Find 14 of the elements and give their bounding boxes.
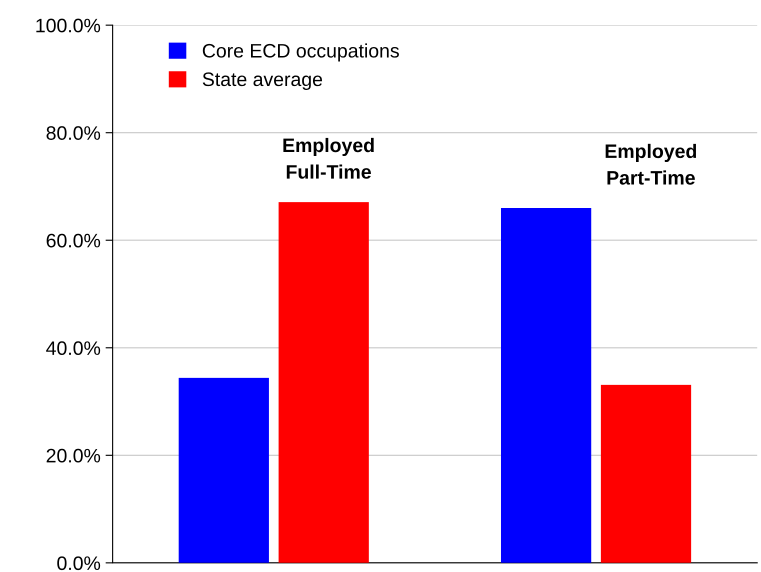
y-tick-label: 40.0% bbox=[46, 341, 100, 356]
bar bbox=[278, 202, 369, 563]
x-tick-label: Employed Part-Time bbox=[606, 144, 696, 185]
bar bbox=[178, 378, 269, 563]
legend-label: Core ECD occupations bbox=[202, 43, 399, 62]
legend-label: State average bbox=[202, 72, 322, 90]
y-tick-label: 100.0% bbox=[36, 18, 100, 32]
x-tick-label: Employed Full-Time bbox=[283, 138, 374, 179]
y-tick-label: 80.0% bbox=[46, 126, 100, 140]
bar bbox=[600, 384, 692, 563]
y-tick-label: 60.0% bbox=[46, 234, 100, 248]
y-tick-label: 20.0% bbox=[46, 448, 100, 463]
y-tick-label: 0.0% bbox=[57, 556, 100, 570]
bar bbox=[500, 208, 592, 563]
